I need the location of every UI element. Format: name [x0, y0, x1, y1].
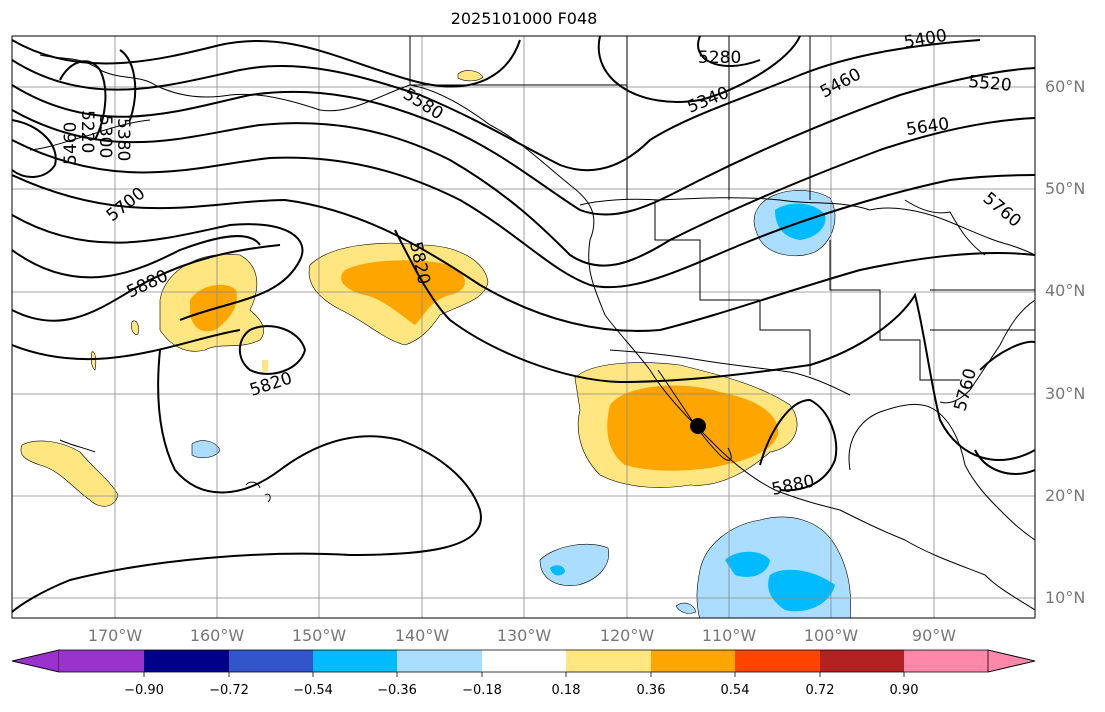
contour-label: 5300	[95, 115, 115, 158]
colorbar-tick-label: 0.72	[805, 683, 835, 698]
colorbar-tick-label: 0.18	[551, 683, 581, 698]
coastlines	[29, 36, 1035, 611]
longitude-label: 170°W	[87, 626, 143, 645]
colorbar-tick-label: 0.90	[889, 683, 919, 698]
colorbar-segment	[482, 650, 566, 672]
longitude-label: 160°W	[189, 626, 245, 645]
colorbar-tick-label: −0.18	[462, 683, 502, 698]
contour-label: 5380	[113, 118, 133, 161]
colorbar-segment	[904, 650, 988, 672]
colorbar-tick-label: −0.54	[293, 683, 333, 698]
colorbar-segment	[229, 650, 313, 672]
longitude-label: 120°W	[599, 626, 655, 645]
colorbar-tick-label: −0.72	[209, 683, 249, 698]
colorbar-segment	[651, 650, 735, 672]
positive-anomaly-region	[457, 70, 484, 82]
negative-anomaly-region	[725, 551, 770, 577]
colorbar-tick-label: 0.36	[636, 683, 666, 698]
positive-anomaly-region	[341, 260, 465, 325]
colorbar-segment	[59, 650, 144, 672]
positive-anomaly-region	[262, 360, 268, 372]
colorbar-tick-label: −0.90	[124, 683, 164, 698]
longitude-label: 110°W	[701, 626, 757, 645]
longitude-label: 90°W	[911, 626, 957, 645]
colorbar-extend-right	[987, 649, 1036, 673]
colorbar-tick-label: −0.36	[377, 683, 417, 698]
contour-label: 5520	[968, 72, 1013, 96]
negative-anomaly-region	[768, 569, 835, 612]
colorbar-segment	[313, 650, 397, 672]
map-frame	[11, 35, 1036, 619]
longitude-label: 130°W	[496, 626, 552, 645]
height-contours	[12, 36, 1035, 613]
negative-anomaly-region	[550, 565, 565, 576]
contour-label: 5220	[77, 110, 97, 153]
negative-anomaly-region	[191, 440, 221, 459]
latitude-label: 50°N	[1045, 179, 1086, 198]
colorbar	[11, 649, 1036, 677]
longitude-label: 100°W	[803, 626, 859, 645]
contour-label: 5280	[698, 48, 741, 68]
location-marker	[690, 418, 706, 434]
colorbar-outline	[11, 649, 1036, 673]
contour-label: 5460	[61, 122, 81, 165]
colorbar-segment	[566, 650, 651, 672]
latitude-label: 20°N	[1045, 486, 1086, 505]
colorbar-extend-left	[11, 649, 60, 673]
colorbar-ticks	[143, 672, 905, 677]
colorbar-tick-label: 0.54	[720, 683, 750, 698]
colorbar-segment	[144, 650, 229, 672]
map-title: 2025101000 F048	[450, 9, 598, 28]
longitude-label: 150°W	[291, 626, 347, 645]
latitude-label: 60°N	[1045, 77, 1086, 96]
colorbar-segment	[820, 650, 904, 672]
latitude-label: 10°N	[1045, 588, 1086, 607]
colorbar-segment	[735, 650, 820, 672]
latitude-label: 40°N	[1045, 281, 1086, 300]
latitude-label: 30°N	[1045, 384, 1086, 403]
positive-anomaly-region	[131, 320, 139, 335]
longitude-label: 140°W	[394, 626, 450, 645]
colorbar-segment	[397, 650, 482, 672]
positive-anomaly-region	[20, 440, 119, 507]
negative-anomaly-region	[675, 602, 697, 614]
